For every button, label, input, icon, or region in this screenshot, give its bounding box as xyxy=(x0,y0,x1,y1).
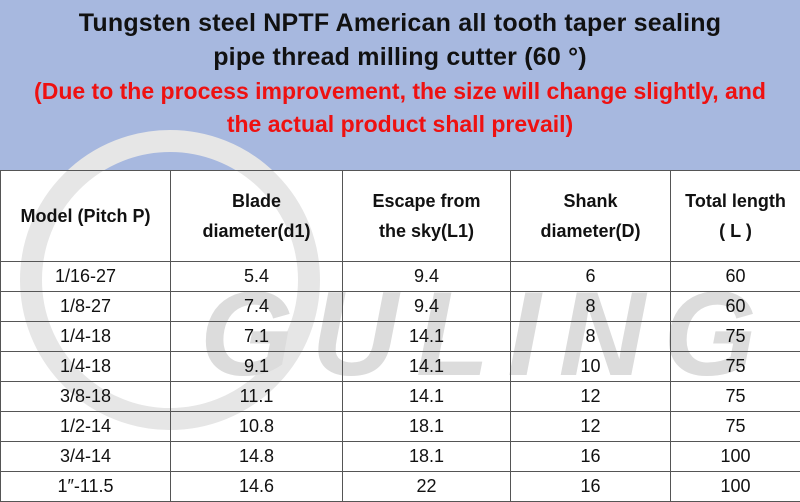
cell-escape-length: 14.1 xyxy=(343,352,511,382)
cell-model: 1/16-27 xyxy=(1,262,171,292)
cell-escape-length: 18.1 xyxy=(343,442,511,472)
cell-blade-diameter: 14.8 xyxy=(171,442,343,472)
table-row: 1/4-18 9.1 14.1 10 75 xyxy=(1,352,800,382)
cell-model: 3/8-18 xyxy=(1,382,171,412)
table-row: 1/4-18 7.1 14.1 8 75 xyxy=(1,322,800,352)
cell-escape-length: 9.4 xyxy=(343,292,511,322)
table-row: 1″-11.5 14.6 22 16 100 xyxy=(1,472,800,502)
size-notice-line-2: the actual product shall prevail) xyxy=(0,108,800,140)
cell-model: 1″-11.5 xyxy=(1,472,171,502)
cell-model: 1/8-27 xyxy=(1,292,171,322)
cell-shank-diameter: 12 xyxy=(511,412,671,442)
cell-total-length: 60 xyxy=(671,262,800,292)
cell-blade-diameter: 5.4 xyxy=(171,262,343,292)
cell-escape-length: 18.1 xyxy=(343,412,511,442)
table-row: 1/8-27 7.4 9.4 8 60 xyxy=(1,292,800,322)
title-banner: Tungsten steel NPTF American all tooth t… xyxy=(0,0,800,170)
cell-model: 1/4-18 xyxy=(1,352,171,382)
cell-model: 1/2-14 xyxy=(1,412,171,442)
cell-blade-diameter: 7.1 xyxy=(171,322,343,352)
cell-total-length: 75 xyxy=(671,322,800,352)
cell-shank-diameter: 8 xyxy=(511,292,671,322)
cell-total-length: 75 xyxy=(671,412,800,442)
cell-shank-diameter: 8 xyxy=(511,322,671,352)
header-model: Model (Pitch P) xyxy=(1,171,171,262)
table-row: 3/8-18 11.1 14.1 12 75 xyxy=(1,382,800,412)
header-total-length: Total length( L ) xyxy=(671,171,800,262)
cell-blade-diameter: 7.4 xyxy=(171,292,343,322)
cell-shank-diameter: 16 xyxy=(511,472,671,502)
product-title-line-1: Tungsten steel NPTF American all tooth t… xyxy=(0,6,800,40)
cell-escape-length: 9.4 xyxy=(343,262,511,292)
cell-total-length: 75 xyxy=(671,352,800,382)
cell-model: 3/4-14 xyxy=(1,442,171,472)
cell-shank-diameter: 6 xyxy=(511,262,671,292)
cell-escape-length: 22 xyxy=(343,472,511,502)
cell-total-length: 75 xyxy=(671,382,800,412)
cell-blade-diameter: 10.8 xyxy=(171,412,343,442)
table-row: 3/4-14 14.8 18.1 16 100 xyxy=(1,442,800,472)
cell-blade-diameter: 14.6 xyxy=(171,472,343,502)
cell-shank-diameter: 16 xyxy=(511,442,671,472)
table-row: 1/16-27 5.4 9.4 6 60 xyxy=(1,262,800,292)
cell-shank-diameter: 12 xyxy=(511,382,671,412)
cell-escape-length: 14.1 xyxy=(343,322,511,352)
cell-total-length: 60 xyxy=(671,292,800,322)
product-title-line-2: pipe thread milling cutter (60 °) xyxy=(0,40,800,74)
cell-total-length: 100 xyxy=(671,442,800,472)
cell-escape-length: 14.1 xyxy=(343,382,511,412)
cell-blade-diameter: 11.1 xyxy=(171,382,343,412)
cell-model: 1/4-18 xyxy=(1,322,171,352)
cell-total-length: 100 xyxy=(671,472,800,502)
cell-shank-diameter: 10 xyxy=(511,352,671,382)
size-notice-line-1: (Due to the process improvement, the siz… xyxy=(0,75,800,107)
cell-blade-diameter: 9.1 xyxy=(171,352,343,382)
table-row: 1/2-14 10.8 18.1 12 75 xyxy=(1,412,800,442)
